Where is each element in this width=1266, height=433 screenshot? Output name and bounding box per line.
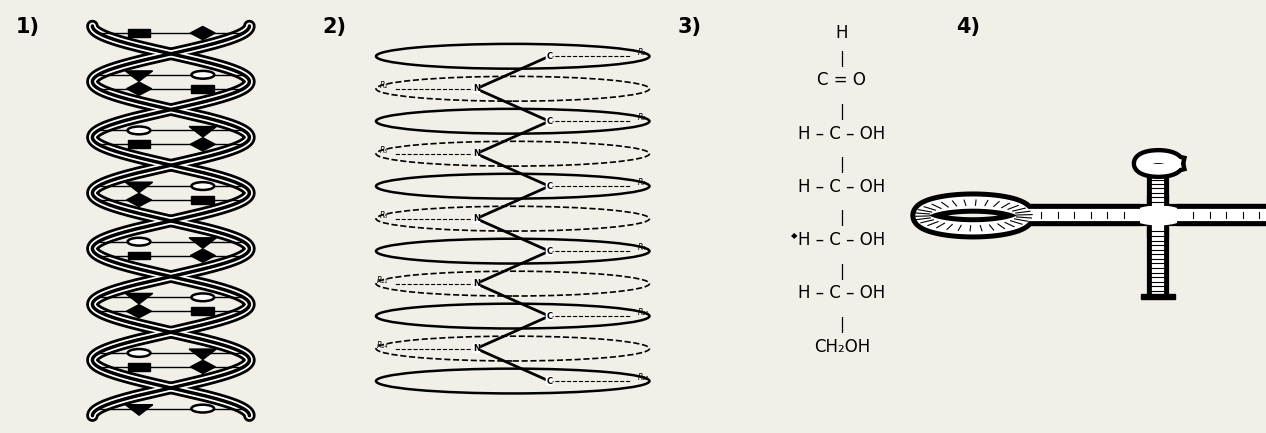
Text: R₃: R₃	[638, 113, 646, 122]
Bar	[128, 363, 151, 371]
Text: H: H	[836, 24, 848, 42]
Bar	[191, 307, 214, 315]
Text: C: C	[546, 312, 552, 320]
Bar	[1142, 294, 1175, 299]
Text: |: |	[839, 104, 844, 120]
Bar	[191, 85, 214, 93]
Text: N: N	[472, 149, 480, 158]
Polygon shape	[125, 71, 153, 81]
Polygon shape	[125, 294, 153, 304]
Text: R₂: R₂	[380, 81, 387, 90]
Circle shape	[191, 182, 214, 190]
Text: H – C – OH: H – C – OH	[799, 178, 885, 196]
Polygon shape	[189, 126, 216, 137]
Text: H – C – OH: H – C – OH	[799, 125, 885, 143]
Polygon shape	[127, 304, 152, 318]
Circle shape	[191, 71, 214, 79]
Text: 4): 4)	[956, 17, 980, 37]
Circle shape	[191, 405, 214, 413]
Text: 3): 3)	[677, 17, 701, 37]
Circle shape	[128, 238, 151, 246]
Text: N: N	[472, 279, 480, 288]
Polygon shape	[127, 194, 152, 207]
Text: R₁₁: R₁₁	[376, 276, 387, 284]
Text: C: C	[546, 52, 552, 61]
Polygon shape	[190, 138, 215, 151]
Text: C: C	[546, 117, 552, 126]
Text: R₁₀: R₁₀	[638, 308, 649, 317]
Polygon shape	[190, 249, 215, 262]
Text: R₁₃: R₁₃	[638, 373, 649, 382]
Text: R₅: R₅	[380, 146, 387, 155]
Bar	[128, 252, 151, 259]
Text: N: N	[472, 214, 480, 223]
Text: C = O: C = O	[818, 71, 866, 90]
Text: 2): 2)	[323, 17, 347, 37]
Text: C: C	[546, 247, 552, 255]
Circle shape	[128, 349, 151, 357]
Text: 1): 1)	[15, 17, 39, 37]
Bar	[191, 196, 214, 204]
Text: |: |	[839, 51, 844, 67]
Polygon shape	[189, 238, 216, 248]
Text: H – C – OH: H – C – OH	[799, 284, 885, 303]
Text: N: N	[472, 84, 480, 93]
Text: |: |	[839, 317, 844, 333]
Polygon shape	[189, 349, 216, 359]
Text: |: |	[839, 157, 844, 173]
Circle shape	[1131, 206, 1186, 225]
Bar	[128, 140, 151, 148]
Text: R₄: R₄	[638, 243, 646, 252]
Polygon shape	[190, 26, 215, 40]
Polygon shape	[190, 360, 215, 374]
Text: C: C	[546, 182, 552, 191]
Text: |: |	[839, 264, 844, 280]
Text: R₈: R₈	[380, 211, 387, 220]
Text: N: N	[472, 344, 480, 353]
Text: CH₂OH: CH₂OH	[814, 338, 870, 356]
Polygon shape	[127, 82, 152, 95]
Polygon shape	[125, 182, 153, 193]
Circle shape	[128, 126, 151, 134]
Text: R₁: R₁	[638, 48, 646, 57]
Text: |: |	[839, 210, 844, 226]
Text: H – C – OH: H – C – OH	[799, 231, 885, 249]
Text: R₇: R₇	[638, 178, 646, 187]
Text: C: C	[546, 377, 552, 385]
Polygon shape	[125, 405, 153, 415]
Text: ◆: ◆	[790, 231, 798, 240]
Text: R₁₄: R₁₄	[376, 341, 387, 349]
Bar	[128, 29, 151, 37]
Circle shape	[191, 294, 214, 301]
